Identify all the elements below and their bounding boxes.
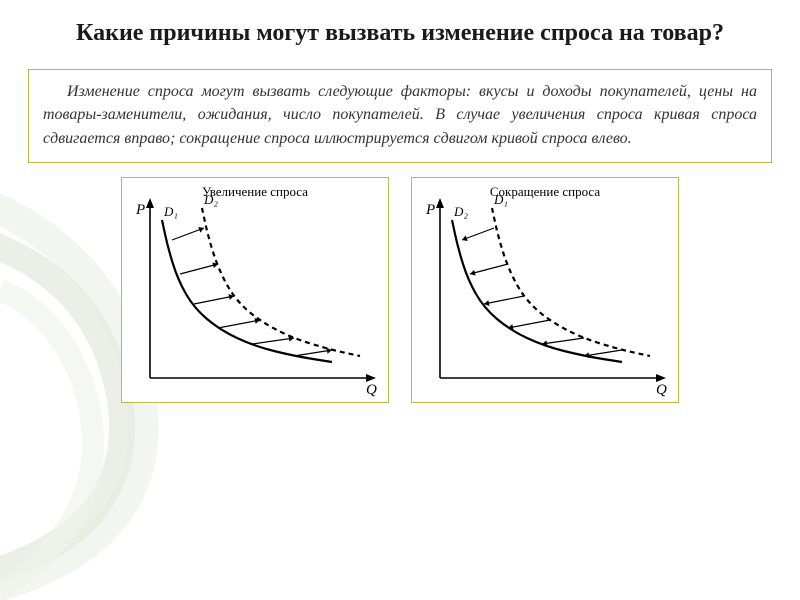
chart-increase-svg: PQD₁D₂ bbox=[122, 178, 390, 404]
svg-text:Q: Q bbox=[366, 382, 377, 398]
explanation-text: Изменение спроса могут вызвать следующие… bbox=[43, 80, 757, 150]
page-title: Какие причины могут вызвать изменение сп… bbox=[0, 0, 800, 61]
chart-increase: Увеличение спроса PQD₁D₂ bbox=[121, 177, 389, 403]
chart-decrease-caption: Сокращение спроса bbox=[412, 184, 678, 200]
explanation-box: Изменение спроса могут вызвать следующие… bbox=[28, 69, 772, 163]
svg-text:D₁: D₁ bbox=[163, 204, 178, 219]
svg-text:D₂: D₂ bbox=[453, 204, 468, 219]
svg-text:Q: Q bbox=[656, 382, 667, 398]
chart-increase-caption: Увеличение спроса bbox=[122, 184, 388, 200]
chart-decrease: Сокращение спроса PQD₁D₂ bbox=[411, 177, 679, 403]
svg-text:P: P bbox=[135, 202, 145, 218]
charts-row: Увеличение спроса P Q D₁ D₂ Сокращение спро… bbox=[0, 177, 800, 403]
svg-text:P: P bbox=[425, 202, 435, 218]
chart-decrease-svg: PQD₁D₂ bbox=[412, 178, 680, 404]
